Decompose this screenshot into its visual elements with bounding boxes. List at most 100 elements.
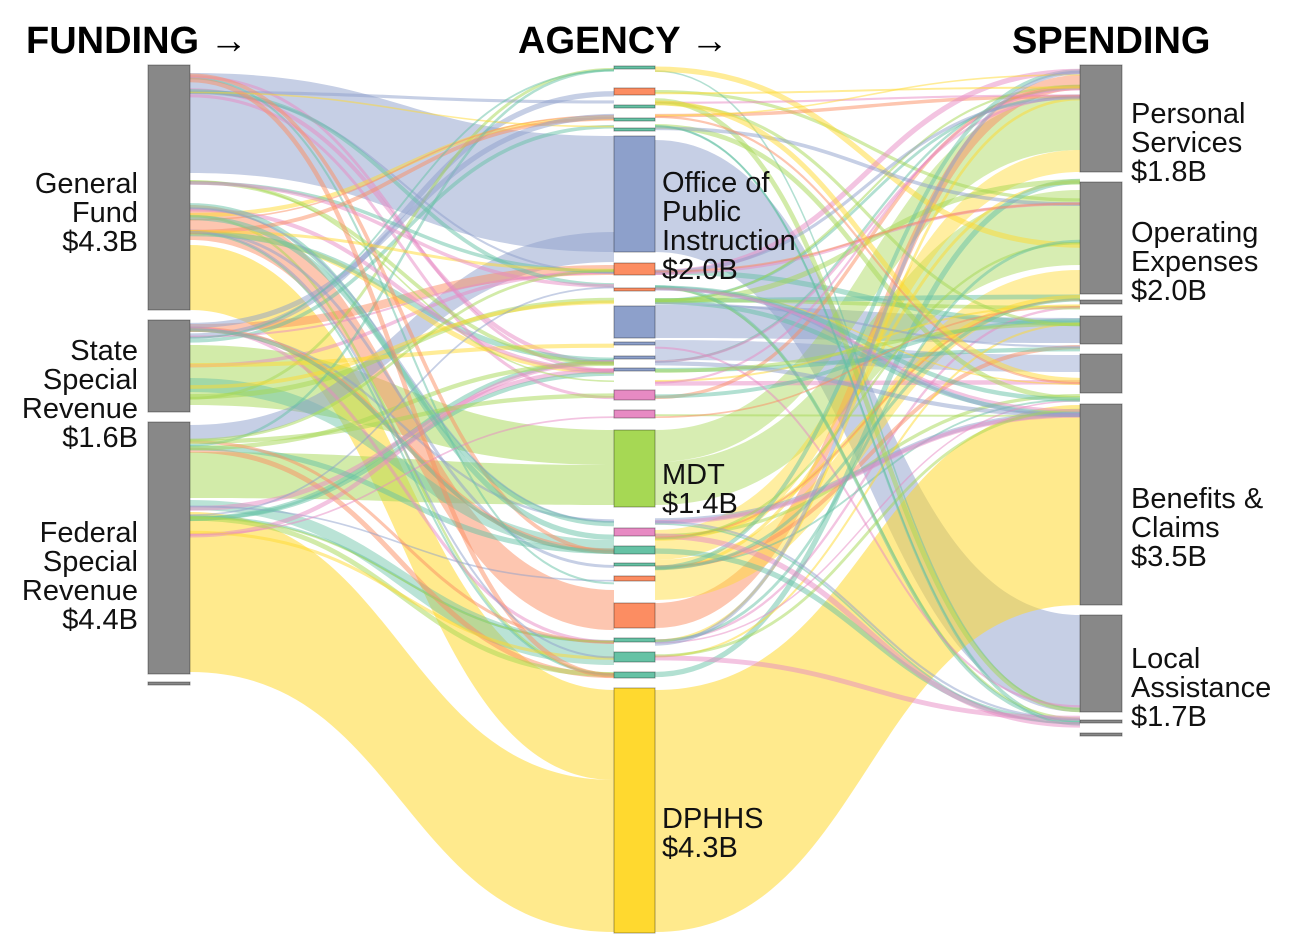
flow-thread-agency-spending (654, 241, 1081, 540)
flow-thread-fund-agency (189, 230, 615, 659)
flow-federal-teal (190, 500, 614, 665)
node-agency-small (613, 367, 656, 372)
flow-thread-agency-spending (654, 379, 1081, 386)
label-personal-services-line: Personal (1131, 98, 1245, 130)
flow-thread-agency-spending (654, 100, 1081, 383)
flow-thread-agency-spending (654, 124, 1081, 726)
node-funding-other (147, 681, 191, 686)
node-agency-blue-secondary (613, 305, 656, 339)
node-agency-small (613, 262, 656, 276)
node-agency-small (613, 562, 656, 567)
flow-thread-fund-agency (189, 90, 615, 104)
label-dphhs-line: DPHHS (662, 803, 764, 835)
label-state-special-revenue-line: Revenue (22, 393, 138, 425)
flow-thread-fund-agency (189, 286, 615, 516)
node-local-assistance (1079, 614, 1123, 713)
node-agency-small (613, 287, 656, 292)
node-personal-services (1079, 64, 1123, 173)
node-agency-small (613, 65, 656, 70)
label-state-special-revenue-line: $1.6B (62, 422, 138, 454)
flow-thread-agency-spending (654, 284, 1081, 724)
label-general-fund: General Fund $4.3B (35, 168, 138, 258)
flow-thread-agency-spending (654, 89, 1081, 202)
flow-thread-agency-spending (654, 414, 1081, 417)
agency-header: AGENCY → (518, 20, 728, 62)
flow-thread-fund-agency (189, 77, 615, 585)
node-agency-small (613, 602, 656, 629)
label-personal-services-line: Services (1131, 127, 1242, 159)
flow-thread-agency-spending (654, 98, 1081, 713)
flow-thread-fund-agency (189, 440, 615, 644)
flow-thread-agency-spending (654, 86, 1081, 95)
flow-thread-fund-agency (189, 69, 615, 339)
flow-thread-fund-agency (189, 207, 615, 373)
label-mdt-line: MDT (662, 459, 725, 491)
node-operating-expenses (1079, 181, 1123, 295)
flow-thread-agency-spending (654, 115, 1081, 385)
flow-mdt-personal (655, 95, 1080, 462)
flow-thread-agency-spending (654, 126, 1081, 207)
flow-thread-agency-spending (654, 520, 1081, 721)
node-mdt (613, 429, 656, 508)
node-labels: General Fund $4.3B State Special Revenue $1.6B… (22, 98, 1271, 864)
flow-links (189, 66, 1081, 932)
node-spending-small-4 (1079, 719, 1123, 724)
flow-thread-fund-agency (189, 447, 615, 679)
node-agency-small (613, 389, 656, 401)
label-federal-special-revenue-line: Federal (40, 517, 138, 549)
flow-dphhs-benefits (655, 405, 1080, 932)
flow-thread-fund-agency (189, 393, 615, 444)
flow-thread-fund-agency (189, 114, 615, 221)
flow-thread-fund-agency (189, 113, 615, 329)
flow-thread-agency-spending (654, 533, 1081, 728)
label-local-assistance-line: Assistance (1131, 672, 1271, 704)
flow-federal-dphhs (190, 512, 614, 932)
flow-thread-agency-spending (654, 413, 1081, 525)
label-general-fund-line: General (35, 168, 138, 200)
flow-thread-fund-agency (189, 361, 615, 451)
flow-thread-fund-agency (189, 326, 615, 644)
node-agency-small (613, 127, 656, 132)
flow-thread-fund-agency (189, 328, 615, 554)
label-general-fund-line: $4.3B (62, 226, 138, 258)
flow-statespecial-teal (190, 378, 614, 552)
label-local-assistance-line: Local (1131, 643, 1200, 675)
flow-thread-agency-spending (654, 124, 1081, 401)
label-state-special-revenue: State Special Revenue $1.6B (22, 335, 138, 454)
node-agency-small (613, 355, 656, 360)
node-agency-small (613, 117, 656, 122)
label-benefits-claims-line: Claims (1131, 512, 1220, 544)
node-agency-small (613, 341, 656, 346)
node-agency-small (613, 545, 656, 555)
flow-federal-opi (190, 232, 614, 440)
flow-thread-agency-spending (654, 302, 1081, 348)
flow-thread-agency-spending (654, 96, 1081, 274)
flow-thread-agency-spending (654, 66, 1081, 248)
label-operating-expenses-line: Expenses (1131, 246, 1258, 278)
label-operating-expenses-line: $2.0B (1131, 275, 1207, 307)
label-operating-expenses-line: Operating (1131, 217, 1258, 249)
flow-thread-agency-spending (654, 239, 1081, 643)
label-federal-special-revenue-line: Revenue (22, 575, 138, 607)
flow-thread-fund-agency (189, 530, 615, 660)
flow-thread-fund-agency (189, 215, 615, 527)
flow-thread-fund-agency (189, 180, 615, 366)
flow-thread-fund-agency (189, 231, 615, 676)
label-benefits-claims: Benefits & Claims $3.5B (1131, 483, 1263, 573)
label-office-of-public-instruction-line: Public (662, 196, 741, 228)
label-office-of-public-instruction: Office of Public Instruction $2.0B (662, 167, 796, 286)
flow-thread-fund-agency (189, 73, 615, 554)
label-office-of-public-instruction-line: $2.0B (662, 254, 738, 286)
node-agency-small (613, 575, 656, 582)
label-office-of-public-instruction-line: Instruction (662, 225, 796, 257)
node-federal-special-revenue (147, 421, 191, 675)
label-personal-services: Personal Services $1.8B (1131, 98, 1245, 188)
flow-thread-fund-agency (189, 269, 615, 442)
label-dphhs-line: $4.3B (662, 832, 738, 864)
label-state-special-revenue-line: Special (43, 364, 138, 396)
label-federal-special-revenue: Federal Special Revenue $4.4B (22, 517, 138, 636)
node-spending-small-2 (1079, 315, 1123, 345)
flow-thread-agency-spending (654, 95, 1081, 363)
node-spending-small-3 (1079, 353, 1123, 394)
